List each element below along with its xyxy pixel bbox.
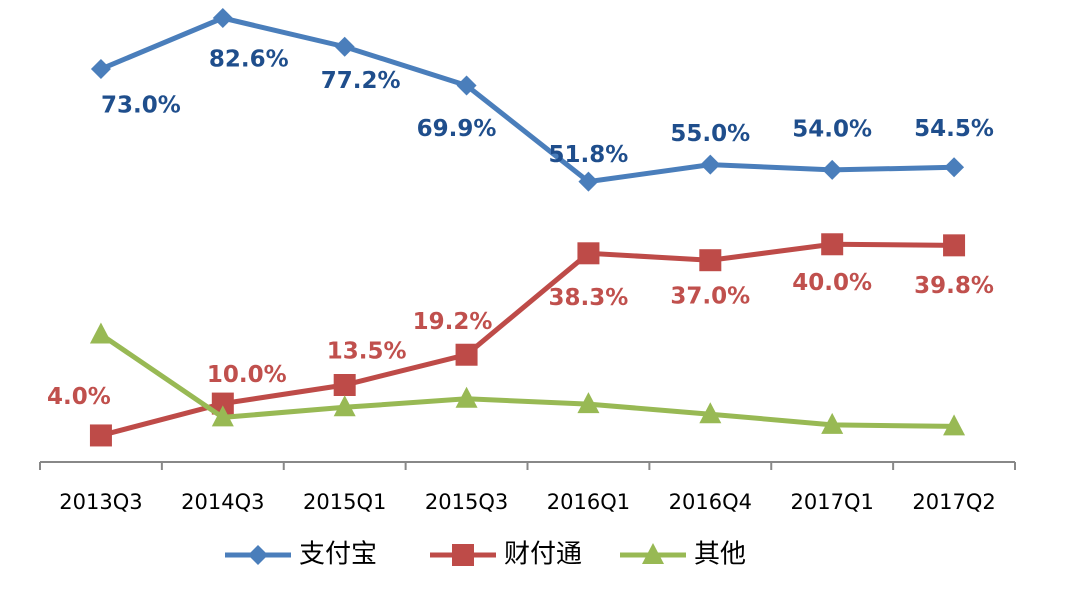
value-label: 13.5% xyxy=(327,339,407,365)
x-tick-label: 2017Q1 xyxy=(791,490,874,514)
marker xyxy=(578,171,599,192)
legend-label: 财付通 xyxy=(504,540,582,570)
value-label: 37.0% xyxy=(670,284,750,310)
x-tick-label: 2017Q2 xyxy=(912,490,995,514)
marker xyxy=(700,154,721,175)
marker xyxy=(943,414,966,436)
marker xyxy=(90,59,111,80)
x-tick-label: 2015Q3 xyxy=(425,490,508,514)
legend-label: 支付宝 xyxy=(299,540,377,570)
marker xyxy=(699,249,722,272)
marker xyxy=(944,157,965,178)
value-label: 55.0% xyxy=(670,121,750,147)
value-label: 10.0% xyxy=(207,362,287,388)
marker xyxy=(943,234,966,257)
marker xyxy=(577,242,600,265)
value-label: 4.0% xyxy=(47,384,111,410)
marker xyxy=(822,159,843,180)
marker xyxy=(212,8,233,29)
value-label: 39.8% xyxy=(914,273,994,299)
marker xyxy=(456,75,477,96)
marker xyxy=(248,545,268,565)
marker xyxy=(577,392,600,414)
marker xyxy=(642,543,664,564)
value-label: 69.9% xyxy=(417,116,497,142)
x-tick-label: 2016Q1 xyxy=(547,490,630,514)
marker xyxy=(211,392,234,415)
value-label: 77.2% xyxy=(321,68,401,94)
marker xyxy=(455,386,478,408)
value-label: 54.5% xyxy=(914,116,994,142)
value-label: 19.2% xyxy=(413,309,493,335)
x-tick-label: 2014Q3 xyxy=(181,490,264,514)
series-line xyxy=(100,241,955,438)
x-tick-label: 2016Q4 xyxy=(669,490,752,514)
marker xyxy=(334,36,355,57)
series-line xyxy=(99,15,955,185)
x-tick-label: 2015Q1 xyxy=(303,490,386,514)
marker xyxy=(821,412,844,434)
marker xyxy=(333,374,356,396)
value-label: 38.3% xyxy=(549,285,629,311)
marker xyxy=(455,343,478,366)
marker xyxy=(89,322,112,344)
legend-label: 其他 xyxy=(694,540,746,570)
marker xyxy=(89,424,112,447)
value-label: 51.8% xyxy=(549,142,629,168)
marker xyxy=(211,405,234,427)
value-label: 82.6% xyxy=(209,47,289,73)
marker xyxy=(452,544,474,566)
value-label: 40.0% xyxy=(792,270,872,296)
marker xyxy=(333,395,356,417)
marker xyxy=(699,402,722,424)
value-label: 73.0% xyxy=(101,93,181,119)
marker xyxy=(821,233,844,256)
series-line xyxy=(99,332,955,429)
value-label: 54.0% xyxy=(792,116,872,142)
x-tick-label: 2013Q3 xyxy=(59,490,142,514)
